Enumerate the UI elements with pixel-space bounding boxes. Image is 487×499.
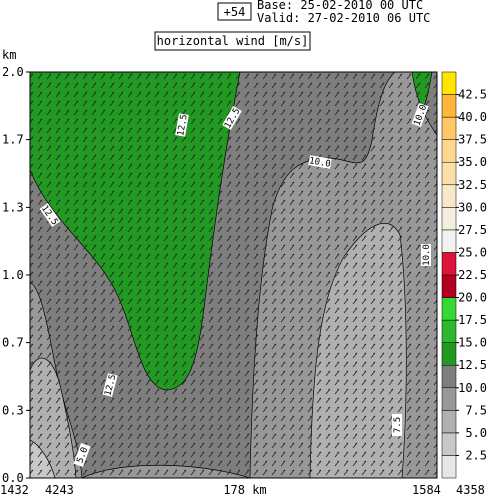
contour-label: 12.5 [176, 114, 190, 137]
chart-title: horizontal wind [m/s] [157, 34, 309, 48]
colorbar-cell [441, 139, 457, 163]
contour-label-group: 12.5 [175, 113, 190, 137]
field [30, 72, 437, 478]
contour-label-box [73, 442, 91, 468]
colorbar-label: 5.0 [465, 426, 487, 440]
y-tick-label: 1.7 [2, 133, 24, 147]
y-tick-label: 0.3 [2, 403, 24, 417]
colorbar-cell [441, 410, 457, 434]
colorbar-label: 22.5 [458, 268, 487, 282]
colorbar-cell [441, 274, 457, 298]
base-time: Base: 25-02-2010 00 UTC [257, 0, 423, 12]
y-tick-label: 1.3 [2, 200, 24, 214]
colorbar-cell [441, 184, 457, 208]
colorbar-cell [441, 116, 457, 140]
colorbar-label: 20.0 [458, 291, 487, 305]
colorbar-label: 15.0 [458, 336, 487, 350]
colorbar-cell [441, 297, 457, 321]
colorbar-cell [441, 387, 457, 411]
colorbar-label: 17.5 [458, 313, 487, 327]
x-label: 4358 [456, 483, 485, 497]
valid-time: Valid: 27-02-2010 06 UTC [257, 11, 430, 25]
contour-label-box [222, 105, 242, 131]
colorbar-cell [441, 432, 457, 456]
y-axis-label: km [2, 48, 16, 62]
run-label: +54 [224, 5, 246, 19]
contour-label-group: 10.0 [308, 155, 332, 170]
colorbar-label: 30.0 [458, 200, 487, 214]
contour-label: 7.5 [393, 417, 403, 433]
colorbar-cell [441, 252, 457, 276]
contour-label-box [39, 203, 61, 227]
colorbar-label: 40.0 [458, 110, 487, 124]
title-box [154, 31, 311, 51]
wind-barbs [30, 72, 437, 478]
colorbar-label: 35.0 [458, 155, 487, 169]
colorbar-label: 27.5 [458, 223, 487, 237]
contour-label-box [392, 414, 402, 436]
contour-label-box [308, 155, 332, 169]
colorbar-cell [441, 342, 457, 366]
colorbar-label: 42.5 [458, 88, 487, 102]
contour-label-box [102, 373, 118, 397]
colorbar-label: 12.5 [458, 358, 487, 372]
contour-label: 10.0 [308, 156, 331, 170]
colorbar-cell [441, 161, 457, 186]
colorbar-label: 2.5 [465, 448, 487, 462]
y-tick-label: 2.0 [2, 65, 24, 79]
y-tick-label: 1.0 [2, 268, 24, 282]
colorbar-cell [441, 455, 457, 479]
colorbar-label: 10.0 [458, 381, 487, 395]
contour-label-box [411, 102, 429, 128]
colorbar-cell [441, 229, 457, 253]
y-tick-label: 0.7 [2, 336, 24, 350]
colorbar-cell [441, 364, 457, 389]
run-box [217, 2, 252, 21]
x-label: 1432 [0, 483, 29, 497]
contour-label: 10.0 [422, 244, 432, 266]
x-label: 1584 [412, 483, 441, 497]
colorbar-label: 37.5 [458, 133, 487, 147]
contour-label-group: 10.0 [421, 244, 432, 266]
colorbar-label: 32.5 [458, 178, 487, 192]
contour-label-box [175, 113, 189, 137]
colorbar-cell [441, 207, 457, 231]
colorbar-cell [441, 319, 457, 343]
x-label: 4243 [45, 483, 74, 497]
colorbar-cell [441, 71, 457, 95]
colorbar-label: 7.5 [465, 403, 487, 417]
x-label: 178 km [223, 483, 266, 497]
colorbar-cell [441, 94, 457, 118]
y-tick-label: 0.0 [2, 471, 24, 485]
colorbar-label: 25.0 [458, 245, 487, 259]
contour-label-box [421, 244, 431, 266]
contour-label-group: 7.5 [392, 414, 403, 436]
